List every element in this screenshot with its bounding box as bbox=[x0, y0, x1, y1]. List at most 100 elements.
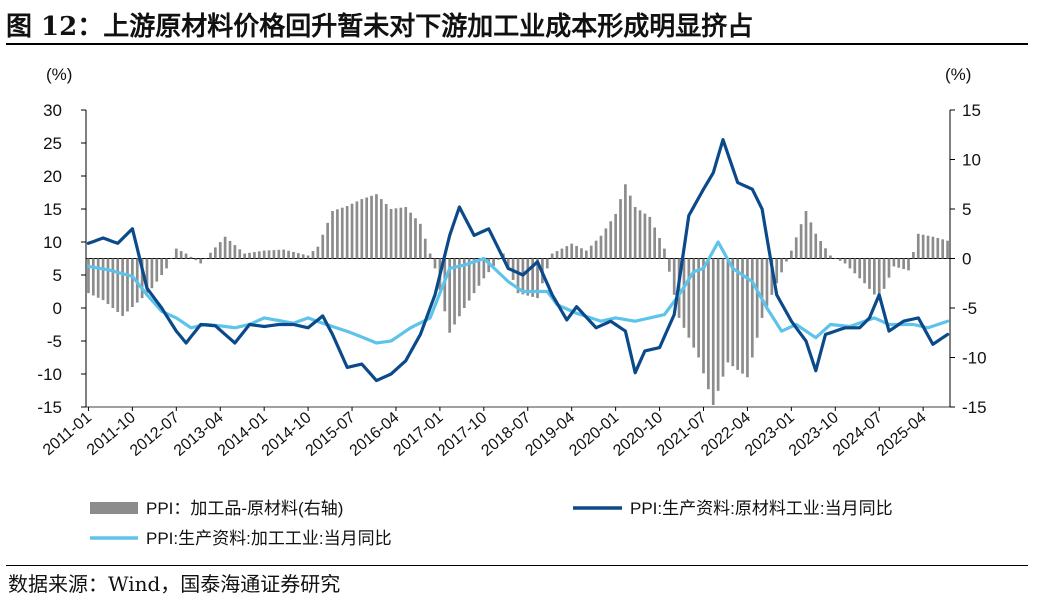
bar-mark bbox=[223, 236, 227, 259]
left-tick-label: -15 bbox=[37, 398, 62, 417]
bar-mark bbox=[526, 258, 530, 296]
bar-mark bbox=[785, 258, 788, 262]
bar-mark bbox=[101, 258, 105, 301]
right-tick-label: -10 bbox=[962, 349, 987, 368]
bar-mark bbox=[516, 258, 520, 294]
bar-mark bbox=[941, 239, 945, 259]
bar-mark bbox=[257, 251, 261, 259]
bar-mark bbox=[277, 249, 281, 259]
bar-mark bbox=[565, 246, 569, 259]
bar-mark bbox=[472, 258, 476, 294]
bar-mark bbox=[916, 233, 920, 259]
bar-mark bbox=[819, 241, 822, 259]
bar-mark bbox=[628, 195, 632, 259]
bar-mark bbox=[570, 243, 574, 259]
bar-mark bbox=[619, 199, 622, 259]
bar-mark bbox=[184, 253, 188, 259]
bar-mark bbox=[897, 258, 901, 268]
bar-mark bbox=[287, 250, 290, 259]
bar-mark bbox=[638, 210, 642, 259]
bar-mark bbox=[409, 212, 412, 259]
bar-mark bbox=[702, 258, 705, 374]
bar-mark bbox=[609, 221, 613, 259]
bar-mark bbox=[199, 258, 203, 264]
bar-mark bbox=[604, 228, 608, 259]
bar-mark bbox=[736, 258, 740, 370]
bar-mark bbox=[560, 248, 564, 259]
bar-mark bbox=[775, 258, 779, 284]
bar-mark bbox=[165, 258, 168, 269]
left-tick-label: 15 bbox=[43, 200, 62, 219]
bar-mark bbox=[877, 258, 881, 301]
bar-mark bbox=[428, 253, 432, 259]
bar-mark bbox=[643, 213, 647, 259]
bar-mark bbox=[331, 210, 334, 259]
bar-mark bbox=[379, 199, 383, 259]
bar-mark bbox=[111, 258, 115, 308]
right-tick-label: 5 bbox=[962, 200, 971, 219]
bar-mark bbox=[594, 240, 598, 259]
bar-mark bbox=[155, 258, 159, 282]
bar-mark bbox=[863, 258, 866, 284]
bar-mark bbox=[477, 258, 481, 286]
bar-mark bbox=[340, 207, 344, 259]
legend-label-raw-material: PPI:生产资料:原材料工业:当月同比 bbox=[630, 499, 893, 518]
bar-mark bbox=[946, 240, 949, 259]
bar-mark bbox=[882, 258, 886, 289]
bar-mark bbox=[707, 258, 710, 390]
bar-mark bbox=[790, 250, 793, 259]
bar-mark bbox=[360, 199, 364, 259]
bar-mark bbox=[492, 258, 495, 266]
left-tick-label: 0 bbox=[53, 299, 62, 318]
bar-mark bbox=[589, 245, 593, 259]
raw-material-line bbox=[86, 138, 950, 383]
bar-mark bbox=[892, 258, 896, 267]
bar-mark bbox=[907, 258, 910, 271]
bar-mark bbox=[804, 210, 808, 259]
bar-mark bbox=[316, 246, 320, 259]
bar-mark bbox=[174, 248, 178, 259]
bar-mark bbox=[921, 234, 925, 259]
bar-mark bbox=[282, 249, 286, 259]
bar-mark bbox=[624, 184, 627, 259]
bar-mark bbox=[741, 258, 744, 374]
left-unit-label: (%) bbox=[46, 65, 72, 84]
bar-mark bbox=[809, 222, 813, 259]
bar-mark bbox=[838, 258, 842, 261]
bar-mark bbox=[833, 258, 837, 259]
bar-mark bbox=[843, 258, 847, 264]
bar-mark bbox=[404, 207, 408, 259]
bar-mark bbox=[780, 258, 783, 273]
bar-mark bbox=[419, 223, 422, 259]
bar-mark bbox=[711, 258, 715, 406]
bar-mark bbox=[912, 252, 915, 259]
bar-mark bbox=[531, 258, 534, 297]
bar-mark bbox=[301, 254, 305, 259]
bar-mark bbox=[214, 247, 217, 259]
bar-mark bbox=[829, 255, 832, 259]
bar-mark bbox=[375, 194, 378, 259]
bar-mark bbox=[926, 235, 930, 259]
bar-mark bbox=[580, 248, 583, 259]
bar-mark bbox=[91, 258, 95, 296]
bar-mark bbox=[433, 258, 437, 269]
bar-mark bbox=[453, 258, 456, 325]
bar-mark bbox=[209, 252, 212, 259]
bar-mark bbox=[682, 258, 686, 328]
bar-mark bbox=[189, 256, 193, 259]
bar-mark bbox=[462, 258, 466, 308]
bar-mark bbox=[365, 197, 369, 259]
source-divider bbox=[6, 565, 1028, 566]
right-tick-label: -5 bbox=[962, 299, 977, 318]
bar-mark bbox=[858, 258, 862, 279]
bar-mark bbox=[887, 258, 891, 278]
bar-mark bbox=[292, 251, 295, 259]
legend-label-bar: PPI：加工品-原材料(右轴) bbox=[146, 499, 343, 518]
left-tick-label: 30 bbox=[43, 101, 62, 120]
bar-mark bbox=[145, 258, 149, 294]
bar-mark bbox=[614, 213, 617, 259]
bar-mark bbox=[575, 245, 578, 259]
bar-mark bbox=[536, 258, 539, 299]
right-tick-label: 0 bbox=[962, 250, 971, 269]
bar-mark bbox=[902, 258, 905, 270]
